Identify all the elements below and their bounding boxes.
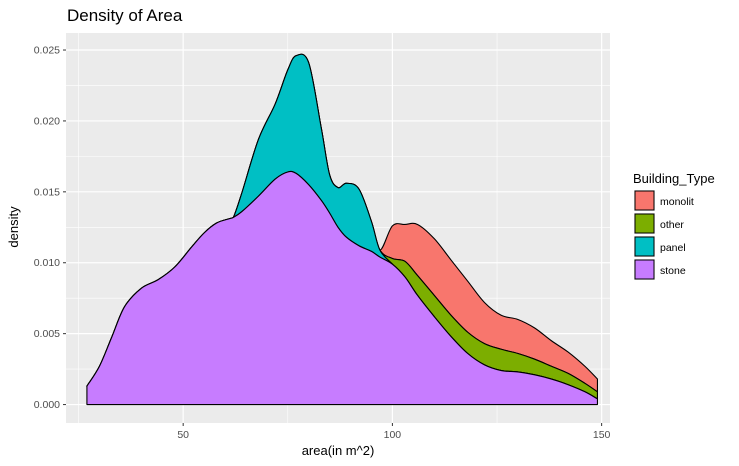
y-tick-label: 0.010 bbox=[34, 257, 60, 269]
legend-label-panel: panel bbox=[660, 242, 686, 254]
x-tick-label: 50 bbox=[177, 429, 189, 441]
legend-swatch-other bbox=[634, 213, 655, 234]
density-areas bbox=[86, 53, 598, 406]
y-tick-label: 0.005 bbox=[34, 328, 60, 340]
x-axis-ticks: 50 100 150 bbox=[177, 423, 611, 441]
legend-swatch-monolit bbox=[634, 190, 655, 211]
legend-label-monolit: monolit bbox=[660, 196, 694, 208]
legend: Building_Type monolit other panel stone bbox=[633, 171, 715, 280]
y-tick-label: 0.000 bbox=[34, 399, 60, 411]
y-axis-title: density bbox=[6, 206, 21, 248]
legend-label-stone: stone bbox=[660, 265, 686, 277]
legend-label-other: other bbox=[660, 219, 684, 231]
x-axis-title: area(in m^2) bbox=[302, 443, 375, 458]
x-tick-label: 150 bbox=[593, 429, 611, 441]
density-area-stone bbox=[86, 170, 598, 406]
y-tick-label: 0.015 bbox=[34, 186, 60, 198]
y-tick-label: 0.025 bbox=[34, 45, 60, 57]
legend-swatch-panel bbox=[634, 236, 655, 257]
legend-swatch-stone bbox=[634, 259, 655, 280]
y-tick-label: 0.020 bbox=[34, 115, 60, 127]
legend-title: Building_Type bbox=[633, 171, 715, 186]
y-axis-ticks: 0.000 0.005 0.010 0.015 0.020 0.025 bbox=[34, 45, 66, 411]
chart-title: Density of Area bbox=[67, 6, 183, 25]
x-tick-label: 100 bbox=[384, 429, 402, 441]
